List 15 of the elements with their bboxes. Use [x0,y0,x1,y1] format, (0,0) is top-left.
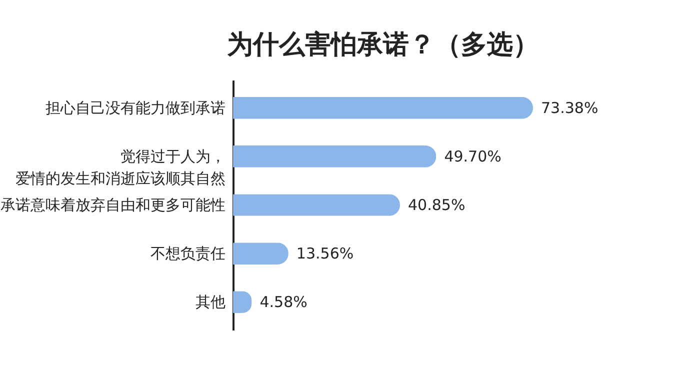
y-tick-label: 其他 [196,293,226,312]
y-tick-label: 不想负责任 [150,244,226,263]
data-label: 4.58% [260,293,308,312]
y-tick-label: 承诺意味着放弃自由和更多可能性 [0,196,226,214]
data-label: 49.70% [444,147,502,166]
y-tick-label: 担心自己没有能力做到承诺 [46,98,226,117]
data-label: 40.85% [408,196,466,214]
data-label: 73.38% [541,98,598,117]
y-tick-label: 觉得过于人为，爱情的发生和消逝应该顺其自然 [16,147,226,188]
data-label: 13.56% [296,244,354,263]
bar [233,146,436,168]
bar [233,242,288,264]
chart-title: 为什么害怕承诺？（多选） [227,30,539,60]
bar [233,194,400,216]
bar [233,96,533,119]
